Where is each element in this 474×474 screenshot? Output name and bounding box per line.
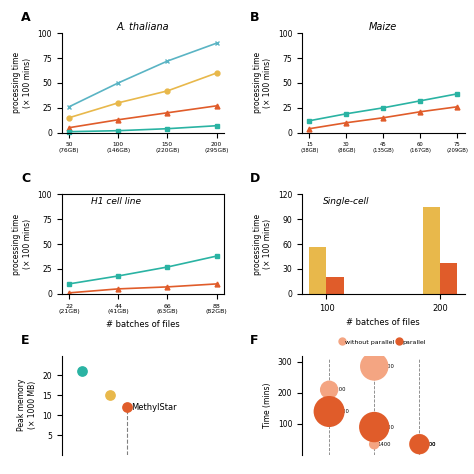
Point (371, 363, 378, 370)
Point (371, 423, 378, 431)
Text: 1400: 1400 (378, 442, 392, 447)
Text: MethylStar: MethylStar (131, 403, 177, 412)
X-axis label: # batches of files: # batches of files (346, 318, 420, 327)
Text: 10100: 10100 (378, 364, 395, 369)
Text: 5200: 5200 (423, 442, 437, 447)
Bar (327, 277, 344, 294)
Point (325, 408, 333, 415)
Point (106, 392, 114, 399)
Text: C: C (21, 173, 30, 185)
Y-axis label: processing time
(× 100 mins): processing time (× 100 mins) (12, 214, 32, 274)
Title: A. thaliana: A. thaliana (117, 22, 169, 32)
Text: Single-cell: Single-cell (323, 197, 370, 206)
Text: D: D (250, 173, 260, 185)
Point (123, 403, 131, 411)
Point (416, 440, 423, 448)
Bar (423, 207, 440, 294)
Text: B: B (250, 11, 260, 24)
Y-axis label: processing time
(× 100 mins): processing time (× 100 mins) (253, 52, 272, 113)
Legend: without parallel, parallel: without parallel, parallel (338, 337, 428, 347)
Y-axis label: Peak memory
(× 1000 MB): Peak memory (× 1000 MB) (18, 379, 36, 431)
Title: Maize: Maize (369, 22, 397, 32)
Y-axis label: Time (mins): Time (mins) (263, 383, 272, 428)
X-axis label: # batches of files: # batches of files (106, 320, 180, 329)
Bar (310, 246, 327, 294)
Text: H1 cell line: H1 cell line (91, 197, 141, 206)
Text: A: A (21, 11, 31, 24)
Point (78, 368, 85, 375)
Point (416, 440, 423, 448)
Text: E: E (21, 334, 29, 346)
Text: F: F (250, 334, 259, 346)
Text: 11500: 11500 (378, 425, 395, 429)
Y-axis label: processing time
(× 100 mins): processing time (× 100 mins) (253, 214, 273, 274)
Point (371, 440, 378, 448)
Text: 5000: 5000 (423, 442, 437, 447)
Text: 4200: 4200 (333, 387, 346, 392)
Text: 12000: 12000 (333, 409, 350, 414)
Y-axis label: processing time
(× 100 mins): processing time (× 100 mins) (12, 52, 32, 113)
Bar (440, 263, 457, 294)
Point (325, 386, 333, 393)
